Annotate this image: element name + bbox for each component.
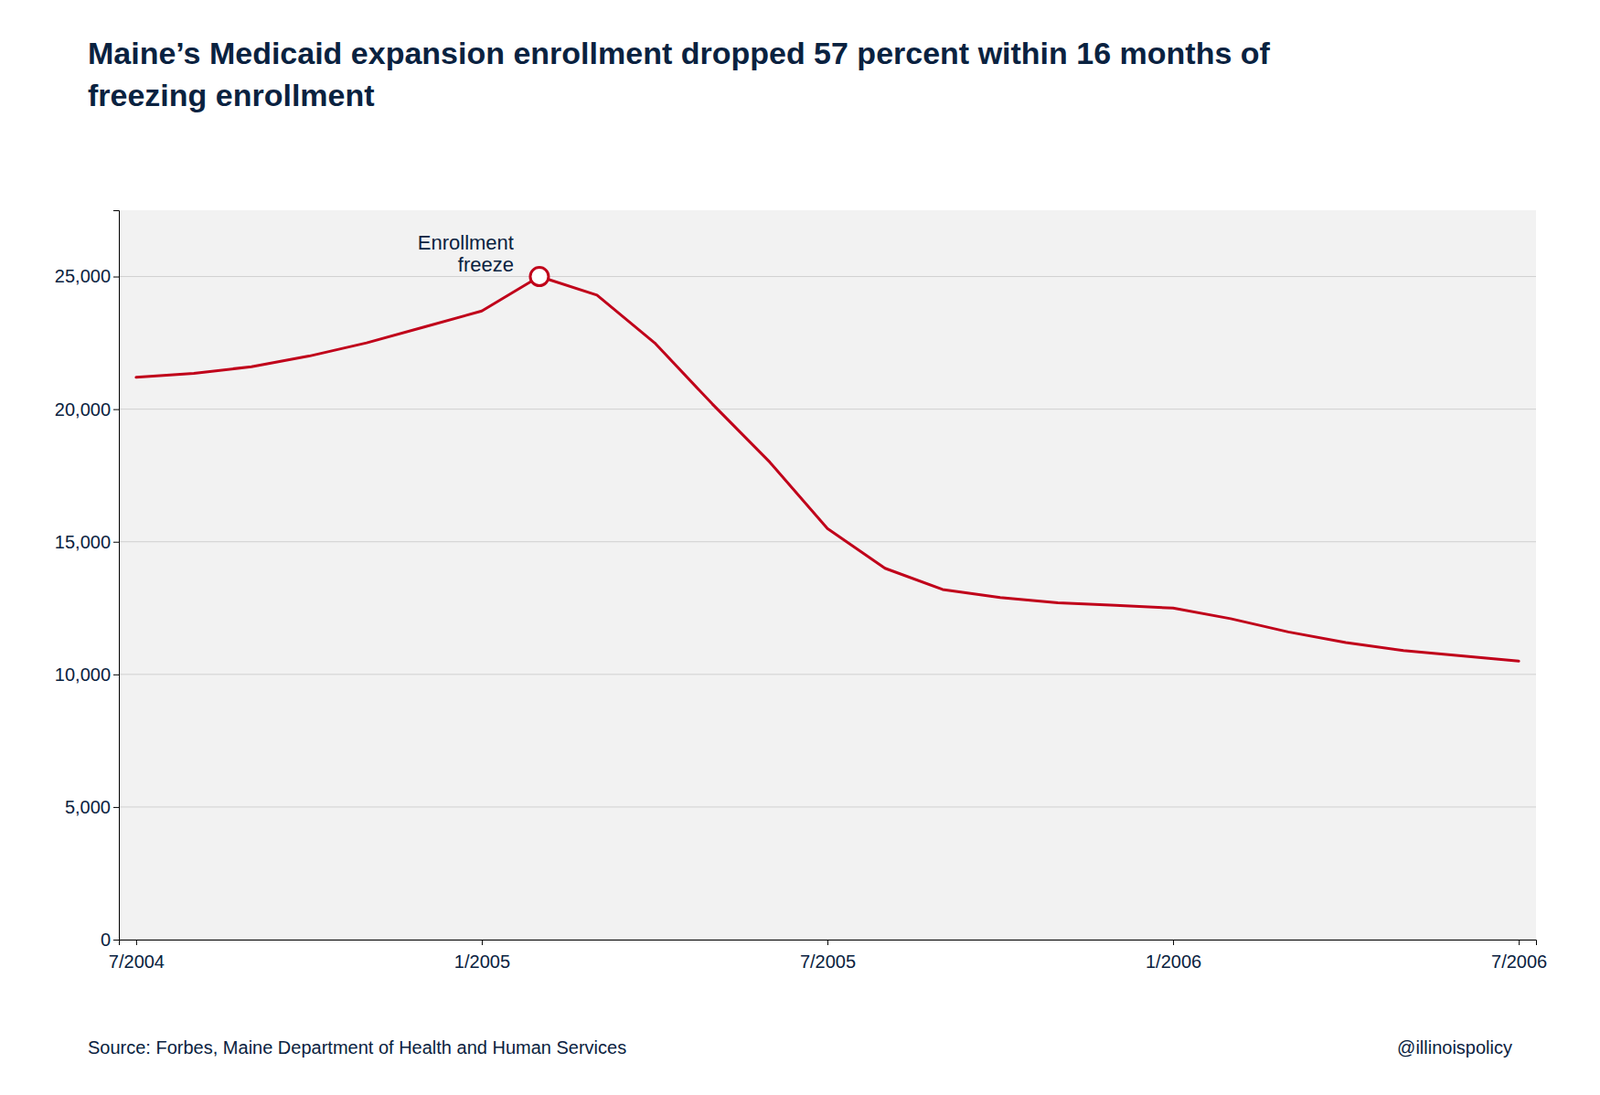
plot: 7/2004 1/2005 7/2005 1/2006 7/2006 0 5,000 10,0… xyxy=(54,210,1547,972)
tick-label: 15,000 xyxy=(54,532,111,553)
tick: 25,000 xyxy=(54,266,119,287)
annotation: Enrollmentfreeze xyxy=(417,231,514,277)
tick-label: 1/2006 xyxy=(1145,951,1202,972)
tick: 0 xyxy=(100,929,119,950)
axis-line xyxy=(113,211,120,941)
tick-mark xyxy=(113,674,119,676)
tick-mark xyxy=(113,277,119,278)
tick-label: 5,000 xyxy=(64,797,111,818)
tick: 1/2006 xyxy=(1145,939,1202,972)
tick-label: 0 xyxy=(100,929,111,950)
tick-label: 7/2005 xyxy=(800,951,856,972)
grid-line xyxy=(118,806,1536,808)
axis-line xyxy=(119,940,1537,947)
tick-mark xyxy=(136,939,138,946)
grid-line xyxy=(118,276,1536,278)
credit: @illinoispolicy xyxy=(1397,1037,1513,1058)
tick: 7/2005 xyxy=(800,939,856,972)
tick-mark xyxy=(1518,939,1520,946)
grid-line xyxy=(118,541,1536,543)
grid-line xyxy=(118,673,1536,675)
tick: 7/2006 xyxy=(1491,939,1547,972)
chart: Maine’s Medicaid expansion enrollment dr… xyxy=(0,0,1600,1095)
x-axis: 7/2004 1/2005 7/2005 1/2006 7/2006 xyxy=(108,939,1547,972)
tick-label: 25,000 xyxy=(54,266,111,287)
annotation-marker xyxy=(530,267,549,287)
tick-label: 1/2005 xyxy=(454,951,511,972)
tick-mark xyxy=(113,939,119,941)
tick-mark xyxy=(113,409,119,411)
y-axis: 0 5,000 10,000 15,000 20,000 25,000 xyxy=(54,211,120,950)
tick-label: 7/2004 xyxy=(108,951,165,972)
tick: 1/2005 xyxy=(454,939,511,972)
tick-label: 10,000 xyxy=(54,664,111,685)
tick-label: 20,000 xyxy=(54,399,111,420)
line xyxy=(136,277,1519,662)
tick: 20,000 xyxy=(54,399,119,420)
title: freezing enrollment xyxy=(87,77,375,113)
plot-background xyxy=(118,210,1536,940)
source: Source: Forbes, Maine Department of Heal… xyxy=(87,1037,627,1058)
tick-mark xyxy=(113,807,119,809)
tick: 15,000 xyxy=(54,532,119,553)
tick-label: 7/2006 xyxy=(1491,951,1547,972)
title: Maine’s Medicaid expansion enrollment dr… xyxy=(87,35,1271,71)
marks xyxy=(136,267,1519,662)
tick-mark xyxy=(1173,939,1174,946)
grid-line xyxy=(118,408,1536,410)
tick-mark xyxy=(113,542,119,544)
grid xyxy=(118,277,1536,940)
tick: 7/2004 xyxy=(108,939,165,972)
tick-mark xyxy=(481,939,483,946)
tick: 10,000 xyxy=(54,664,119,685)
tick-mark xyxy=(827,939,829,946)
tick: 5,000 xyxy=(64,797,119,818)
